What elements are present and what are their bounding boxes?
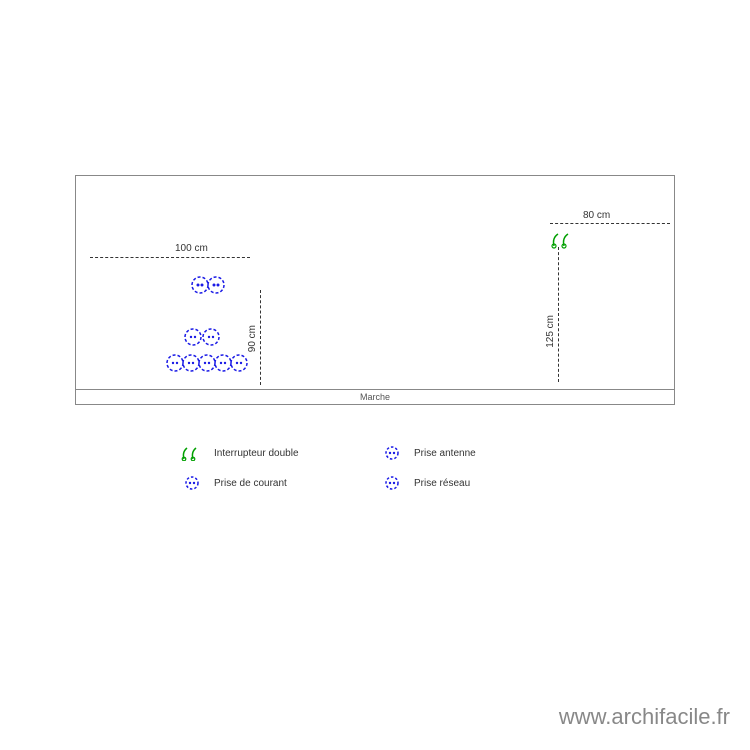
dim-label-80: 80 cm (583, 210, 610, 221)
marche-label: Marche (76, 392, 674, 402)
watermark: www.archifacile.fr (559, 704, 730, 730)
legend-row: Prise de courant Prise réseau (180, 475, 580, 491)
switch-double-icon (180, 445, 204, 461)
marche-step: Marche (75, 390, 675, 405)
legend-label: Prise réseau (414, 478, 470, 489)
legend-label: Prise de courant (214, 478, 287, 489)
legend-item-courant: Prise de courant (180, 475, 380, 491)
legend-item-reseau: Prise réseau (380, 475, 580, 491)
dim-line-125 (558, 247, 559, 382)
dim-label-125: 125 cm (545, 315, 556, 348)
switch-double-icon (550, 230, 574, 255)
dim-line-80 (550, 223, 670, 224)
legend-item-switch: Interrupteur double (180, 445, 380, 461)
legend-row: Interrupteur double Prise antenne (180, 445, 580, 461)
legend-item-antenne: Prise antenne (380, 445, 580, 461)
outlet-icon (380, 475, 404, 491)
dim-line-100 (90, 257, 250, 258)
legend-label: Prise antenne (414, 448, 476, 459)
dim-line-90 (260, 290, 261, 385)
outlet-pair-icon (190, 275, 226, 300)
outlet-icon (180, 475, 204, 491)
outlet-cluster-icon (163, 325, 253, 385)
outlet-icon (380, 445, 404, 461)
legend: Interrupteur double Prise antenne Prise … (180, 445, 580, 505)
dim-label-100: 100 cm (175, 243, 208, 254)
floor-plan: Marche 100 cm 80 cm 90 cm 125 cm (75, 175, 675, 405)
legend-label: Interrupteur double (214, 448, 299, 459)
